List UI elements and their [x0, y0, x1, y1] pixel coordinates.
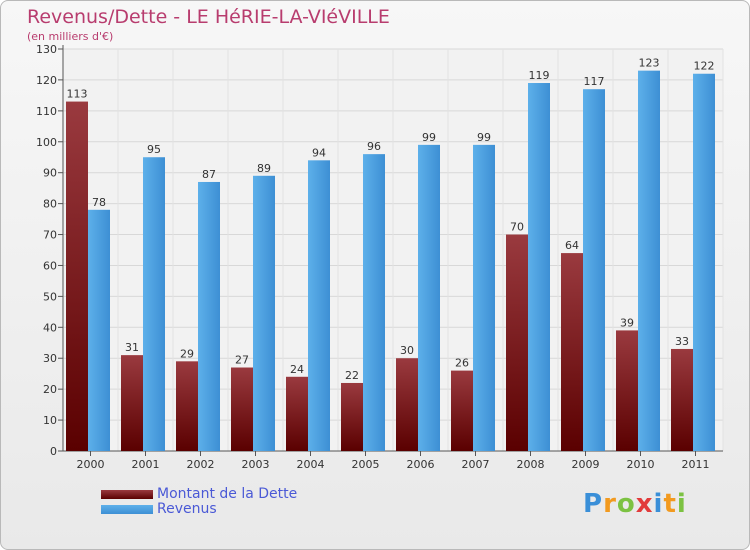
bar-dette [561, 253, 583, 451]
x-tick-label: 2004 [297, 458, 325, 471]
legend-swatch-revenus [101, 505, 153, 514]
proxiti-logo: Proxiti [583, 489, 687, 519]
logo-letter: i [676, 489, 687, 519]
data-label: 78 [92, 196, 106, 209]
x-tick-label: 2008 [517, 458, 545, 471]
x-tick-label: 2005 [352, 458, 380, 471]
x-tick-label: 2009 [572, 458, 600, 471]
data-label: 119 [529, 69, 550, 82]
data-label: 96 [367, 140, 381, 153]
chart-subtitle: (en milliers d'€) [27, 30, 114, 43]
bar-dette [671, 348, 693, 451]
x-tick-label: 2011 [682, 458, 710, 471]
x-tick-label: 2007 [462, 458, 490, 471]
y-tick-label: 10 [43, 414, 57, 427]
data-label: 122 [694, 60, 715, 73]
legend-label-revenus: Revenus [157, 501, 217, 517]
bar-revenus [363, 154, 385, 451]
logo-letter: o [616, 489, 636, 519]
y-tick-label: 110 [36, 105, 57, 118]
data-label: 31 [125, 341, 139, 354]
data-label: 87 [202, 168, 216, 181]
x-tick-label: 2003 [242, 458, 270, 471]
data-label: 24 [290, 363, 304, 376]
data-label: 89 [257, 162, 271, 175]
y-tick-label: 0 [50, 445, 57, 458]
y-tick-label: 80 [43, 198, 57, 211]
legend-swatch-dette [101, 490, 153, 499]
bar-revenus [583, 89, 605, 451]
y-tick-label: 130 [36, 43, 57, 56]
bar-revenus [88, 209, 110, 451]
bar-revenus [638, 70, 660, 452]
data-label: 33 [675, 335, 689, 348]
y-tick-label: 20 [43, 383, 57, 396]
data-label: 39 [620, 316, 634, 329]
logo-letter: r [603, 489, 617, 519]
data-label: 117 [584, 75, 605, 88]
y-tick-label: 100 [36, 136, 57, 149]
x-tick-label: 2002 [187, 458, 215, 471]
bar-revenus [253, 175, 275, 452]
bar-dette [286, 376, 308, 451]
bar-revenus [418, 144, 440, 451]
logo-letter: i [653, 489, 664, 519]
y-tick-label: 40 [43, 321, 57, 334]
bar-revenus [308, 160, 330, 452]
x-tick-label: 2000 [77, 458, 105, 471]
data-label: 30 [400, 344, 414, 357]
data-label: 113 [67, 88, 88, 101]
bar-revenus [198, 181, 220, 451]
data-label: 26 [455, 357, 469, 370]
logo-letter: x [635, 489, 654, 519]
bar-dette [66, 101, 88, 452]
x-tick-label: 2001 [132, 458, 160, 471]
bar-dette [231, 367, 253, 451]
data-label: 95 [147, 143, 161, 156]
y-tick-label: 90 [43, 167, 57, 180]
bar-revenus [528, 83, 550, 451]
bar-dette [506, 234, 528, 451]
bar-revenus [693, 73, 715, 451]
data-label: 99 [477, 131, 491, 144]
data-label: 27 [235, 354, 249, 367]
data-label: 22 [345, 369, 359, 382]
data-label: 94 [312, 146, 326, 159]
x-tick-label: 2010 [627, 458, 655, 471]
bar-revenus [473, 144, 495, 451]
legend-label-dette: Montant de la Dette [157, 486, 298, 502]
bar-dette [616, 330, 638, 451]
bar-dette [451, 370, 473, 451]
data-label: 64 [565, 239, 579, 252]
data-label: 123 [639, 57, 660, 70]
bar-dette [121, 355, 143, 451]
data-label: 99 [422, 131, 436, 144]
x-tick-label: 2006 [407, 458, 435, 471]
y-tick-label: 70 [43, 229, 57, 242]
bar-revenus [143, 157, 165, 451]
y-tick-label: 60 [43, 259, 57, 272]
bar-dette [176, 361, 198, 451]
bar-dette [396, 358, 418, 451]
y-tick-label: 50 [43, 290, 57, 303]
y-tick-label: 30 [43, 352, 57, 365]
logo-letter: P [583, 489, 604, 519]
data-label: 70 [510, 221, 524, 234]
chart-title: Revenus/Dette - LE HéRIE-LA-VIéVILLE [27, 6, 390, 28]
y-tick-label: 120 [36, 74, 57, 87]
data-label: 29 [180, 347, 194, 360]
logo-letter: t [663, 489, 677, 519]
bar-dette [341, 382, 363, 451]
